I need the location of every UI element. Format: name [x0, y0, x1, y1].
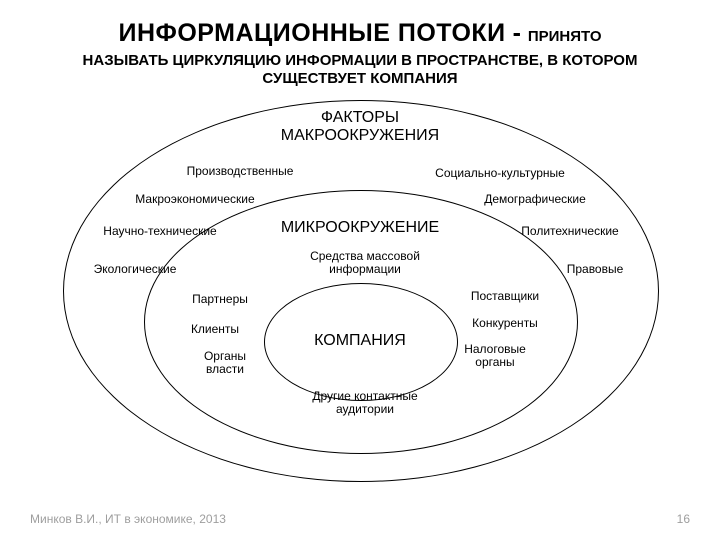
middle-label: Клиенты	[175, 323, 255, 336]
outer-ring-title: ФАКТОРЫ МАКРООКРУЖЕНИЯ	[260, 109, 460, 145]
title-sub-block: НАЗЫВАТЬ ЦИРКУЛЯЦИЮ ИНФОРМАЦИИ В ПРОСТРА…	[60, 52, 660, 88]
title-main: ИНФОРМАЦИОННЫЕ ПОТОКИ	[118, 19, 505, 47]
outer-label: Экологические	[80, 263, 190, 276]
slide-number: 16	[677, 512, 690, 526]
slide: ИНФОРМАЦИОННЫЕ ПОТОКИ - ПРИНЯТО НАЗЫВАТЬ…	[0, 0, 720, 540]
inner-ring-title-text: КОМПАНИЯ	[314, 332, 406, 349]
title-dash: -	[506, 19, 528, 47]
outer-label: Политехнические	[505, 225, 635, 238]
nested-ellipse-diagram: ФАКТОРЫ МАКРООКРУЖЕНИЯ МИКРООКРУЖЕНИЕ КО…	[60, 95, 660, 485]
middle-label: Другие контактные аудитории	[285, 390, 445, 416]
outer-label: Социально-культурные	[420, 167, 580, 180]
outer-label: Макроэкономические	[120, 193, 270, 206]
outer-ring-title-text: ФАКТОРЫ МАКРООКРУЖЕНИЯ	[281, 109, 439, 144]
footer-citation: Минков В.И., ИТ в экономике, 2013	[30, 512, 226, 526]
middle-label: Средства массовой информации	[285, 250, 445, 276]
outer-label: Демографические	[470, 193, 600, 206]
outer-label: Правовые	[550, 263, 640, 276]
middle-label: Поставщики	[460, 290, 550, 303]
outer-label: Научно-технические	[90, 225, 230, 238]
middle-ring-title-text: МИКРООКРУЖЕНИЕ	[281, 219, 439, 236]
title-sub-inline: ПРИНЯТО	[528, 28, 602, 45]
outer-label: Производственные	[175, 165, 305, 178]
slide-title: ИНФОРМАЦИОННЫЕ ПОТОКИ - ПРИНЯТО НАЗЫВАТЬ…	[60, 18, 660, 88]
inner-ring-title: КОМПАНИЯ	[310, 332, 410, 350]
middle-label: Налоговые органы	[455, 343, 535, 369]
middle-label: Конкуренты	[460, 317, 550, 330]
middle-label: Партнеры	[180, 293, 260, 306]
middle-ring-title: МИКРООКРУЖЕНИЕ	[280, 219, 440, 237]
middle-label: Органы власти	[190, 350, 260, 376]
